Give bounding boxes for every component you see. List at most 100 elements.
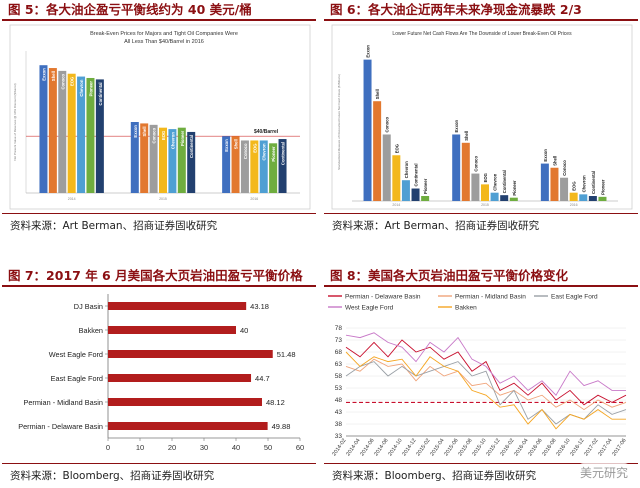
bar-2014-shell [373, 101, 382, 201]
bar-2016-shell [550, 167, 559, 201]
bar-label: Pioneer [180, 130, 185, 146]
bar-label: Chevron [170, 132, 175, 149]
bar-label: Continental [98, 82, 103, 105]
series-line-west-eagle-ford [345, 332, 626, 396]
bar-east-eagle-ford [108, 374, 252, 382]
bar-2016-pioneer [598, 196, 607, 201]
series-line-permian-delaware-basin [345, 339, 627, 406]
title-divider [324, 19, 638, 21]
bar-label: Shell [464, 131, 469, 141]
bar-label: Chevron [79, 79, 84, 96]
legend-label: East Eagle Ford [551, 294, 598, 301]
figure-7-panel: 图 7：2017 年 6 月美国各大页岩油田盈亏平衡价格 0 10 20 30 40 50… [0, 266, 318, 488]
figure-5-source: 资料来源：Art Berman、招商证券固收研究 [10, 220, 218, 232]
source-divider [324, 213, 638, 214]
bar-2016-eog [250, 140, 259, 193]
bar-label: Pioneer [512, 180, 517, 196]
bar-permian-midland-basin [108, 398, 262, 406]
bar-label: Conoco [60, 73, 65, 89]
data-label: 43.18 [250, 302, 269, 311]
group-label: 2015 [159, 197, 167, 201]
category-label: DJ Basin [74, 302, 103, 311]
y-tick-label: 33 [335, 433, 343, 440]
bar-label: Continental [591, 171, 596, 194]
bar-2015-pioneer [177, 127, 186, 193]
bar-2016-pioneer [269, 143, 278, 193]
y-tick-label: 78 [335, 325, 343, 332]
bar-label: Pioneer [600, 179, 605, 195]
bar-2016-continental [278, 139, 287, 193]
figure-5-title: 图 5：各大油企盈亏平衡线约为 40 美元/桶 [8, 2, 252, 17]
x-tick-label: 20 [168, 443, 176, 452]
bar-2016-conoco [240, 140, 249, 193]
group-label: 2015 [481, 203, 489, 207]
bar-label: Conoco [473, 156, 478, 172]
figure-7-chart: 0 10 20 30 40 50 60 DJ Basin 43.18 Bakken 40 West E… [18, 294, 304, 452]
bar-label: Shell [142, 126, 147, 136]
bar-2014-exxon [363, 59, 372, 202]
watermark: 美元研究 [575, 463, 632, 482]
bar-label: EOG [252, 143, 257, 152]
bar-2014-continental [411, 188, 420, 201]
figure-8-source: 资料来源：Bloomberg、招商证券固收研究 [332, 470, 537, 482]
bar-2016-exxon [540, 163, 549, 201]
group-label: 2014 [392, 203, 400, 207]
source-divider [2, 213, 316, 214]
bar-2014-shell [48, 68, 57, 193]
bar-permian-delaware-basin [108, 422, 268, 430]
group-label: 2016 [250, 197, 258, 201]
y-tick-label: 48 [335, 397, 343, 404]
y-tick-label: 53 [335, 385, 343, 392]
bar-2015-continental [187, 131, 196, 193]
category-label: Permian - Delaware Basin [18, 422, 103, 431]
group-label: 2016 [570, 203, 578, 207]
bar-dj-basin [108, 302, 247, 310]
bar-2015-continental [500, 195, 509, 201]
legend-label: Permian - Delaware Basin [345, 294, 421, 301]
figure-8-title: 图 8：美国各大页岩油田盈亏平衡价格变化 [330, 268, 569, 283]
bar-label: Chevron [262, 143, 267, 160]
category-label: Bakken [79, 326, 103, 335]
bar-2015-chevron [490, 192, 499, 201]
bar-2014-eog [67, 73, 76, 193]
x-tick-label: 10 [136, 443, 144, 452]
x-tick-label: 30 [200, 443, 208, 452]
figure-5-panel: 图 5：各大油企盈亏平衡线约为 40 美元/桶 Break-Even Price… [0, 0, 318, 236]
bar-west-eagle-ford [108, 350, 273, 358]
bar-2014-exxon [39, 65, 48, 193]
data-label: 51.48 [277, 350, 296, 359]
data-label: 48.12 [266, 398, 285, 407]
x-tick-label: 0 [106, 443, 110, 452]
data-label: 49.88 [272, 422, 291, 431]
series-line-bakken [345, 351, 626, 430]
chart-title-line-1: Break-Even Prices for Majors and Tight O… [90, 31, 238, 37]
bar-2015-shell [140, 123, 149, 193]
bar-2015-conoco [149, 124, 158, 193]
bar-2015-shell [461, 142, 470, 201]
chart-title-line-2: All Less Than $40/Barrel in 2016 [124, 39, 204, 45]
x-tick-label: 2017-06 [611, 438, 627, 458]
bar-2014-chevron [77, 76, 86, 193]
bar-label: Pioneer [423, 178, 428, 194]
bar-2014-conoco [58, 70, 67, 193]
x-tick-label: 40 [232, 443, 240, 452]
bar-2016-exxon [222, 136, 231, 193]
group-label: 2014 [68, 197, 76, 201]
y-tick-label: 58 [335, 373, 343, 380]
bar-label: Exxon [41, 68, 46, 81]
bar-label: EOG [483, 173, 488, 182]
source-divider [2, 463, 316, 464]
bar-label: Conoco [385, 116, 390, 132]
figure-7-title: 图 7：2017 年 6 月美国各大页岩油田盈亏平衡价格 [8, 268, 303, 283]
bar-2016-chevron [579, 194, 588, 201]
data-label: 44.7 [255, 374, 270, 383]
bar-2016-continental [588, 196, 597, 201]
figure-6-title: 图 6：各大油企近两年未来净现金流暴跌 2/3 [330, 2, 582, 17]
series-line-permian-midland-basin [345, 358, 627, 411]
bar-label: Exxon [454, 119, 459, 132]
bar-label: Exxon [366, 45, 371, 58]
bar-2015-exxon [452, 134, 461, 201]
bar-label: Continental [281, 142, 286, 165]
bar-2015-chevron [168, 129, 177, 193]
bar-label: EOG [161, 131, 166, 140]
